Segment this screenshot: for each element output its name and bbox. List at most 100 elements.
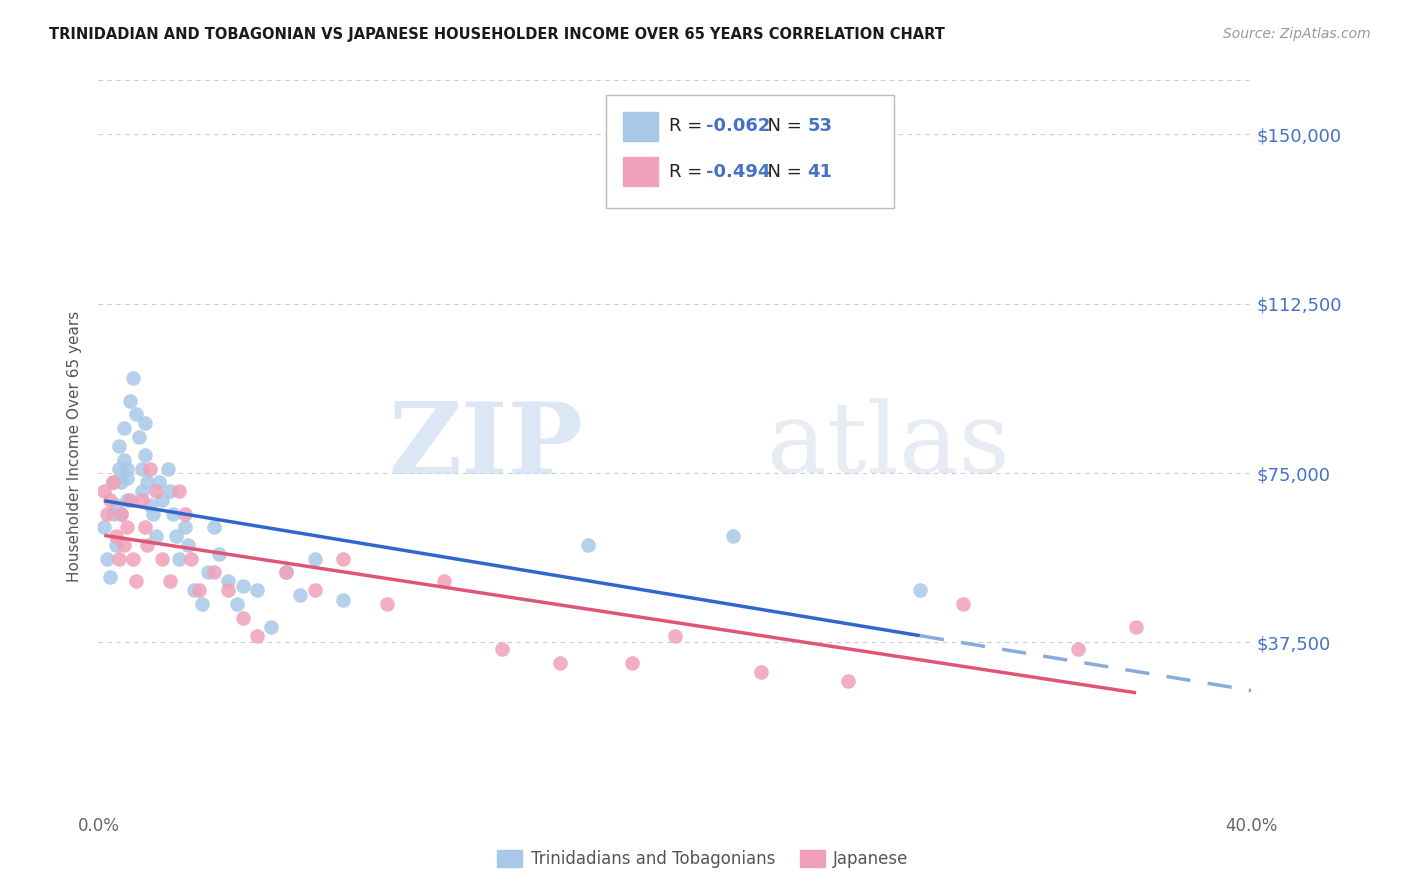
Point xyxy=(433,574,456,589)
Point xyxy=(125,408,148,422)
Point xyxy=(93,484,115,499)
Point xyxy=(112,421,135,435)
Text: -0.062: -0.062 xyxy=(706,118,770,136)
Point xyxy=(180,552,202,566)
Point xyxy=(101,475,124,489)
Point xyxy=(120,393,142,408)
Point xyxy=(375,597,398,611)
Point xyxy=(1125,619,1147,633)
Point xyxy=(117,470,139,484)
Bar xyxy=(623,112,658,141)
Bar xyxy=(623,157,658,186)
Point xyxy=(131,493,153,508)
Point xyxy=(332,592,354,607)
Point xyxy=(197,566,219,580)
Point xyxy=(128,430,150,444)
Point xyxy=(274,566,297,580)
Point xyxy=(139,461,162,475)
Point xyxy=(112,538,135,552)
Point xyxy=(107,439,129,453)
Point xyxy=(136,475,159,489)
Point xyxy=(125,574,148,589)
FancyBboxPatch shape xyxy=(606,95,894,209)
Point xyxy=(131,484,153,499)
Point xyxy=(131,461,153,475)
Point xyxy=(93,520,115,534)
Point xyxy=(117,461,139,475)
Point xyxy=(122,552,145,566)
Point xyxy=(148,475,170,489)
Text: atlas: atlas xyxy=(768,398,1010,494)
Text: 41: 41 xyxy=(807,162,832,181)
Point xyxy=(721,529,744,543)
Point xyxy=(145,484,167,499)
Point xyxy=(104,529,127,543)
Point xyxy=(274,566,297,580)
Point xyxy=(139,498,162,512)
Text: N =: N = xyxy=(755,162,807,181)
Point xyxy=(1067,642,1090,657)
Point xyxy=(156,461,179,475)
Point xyxy=(578,538,600,552)
Point xyxy=(174,520,197,534)
Text: 53: 53 xyxy=(807,118,832,136)
Point xyxy=(150,552,173,566)
Text: TRINIDADIAN AND TOBAGONIAN VS JAPANESE HOUSEHOLDER INCOME OVER 65 YEARS CORRELAT: TRINIDADIAN AND TOBAGONIAN VS JAPANESE H… xyxy=(49,27,945,42)
Point xyxy=(162,507,184,521)
Point xyxy=(110,475,132,489)
Point xyxy=(548,656,571,670)
Point xyxy=(98,570,121,584)
Text: ZIP: ZIP xyxy=(388,398,582,494)
Point xyxy=(167,484,190,499)
Point xyxy=(290,588,312,602)
Point xyxy=(332,552,354,566)
Point xyxy=(304,583,326,598)
Point xyxy=(136,538,159,552)
Point xyxy=(908,583,931,598)
Point xyxy=(191,597,214,611)
Point xyxy=(183,583,205,598)
Point xyxy=(107,461,129,475)
Point xyxy=(96,552,118,566)
Point xyxy=(110,507,132,521)
Text: -0.494: -0.494 xyxy=(706,162,770,181)
Text: R =: R = xyxy=(669,162,709,181)
Point xyxy=(96,507,118,521)
Point xyxy=(167,552,190,566)
Point xyxy=(217,574,239,589)
Point xyxy=(260,619,283,633)
Point xyxy=(620,656,643,670)
Point xyxy=(104,538,127,552)
Point xyxy=(177,538,200,552)
Point xyxy=(107,552,129,566)
Point xyxy=(837,673,859,688)
Point xyxy=(165,529,187,543)
Text: N =: N = xyxy=(755,118,807,136)
Point xyxy=(150,493,173,508)
Point xyxy=(664,629,686,643)
Point xyxy=(134,417,156,431)
Point xyxy=(134,448,156,462)
Text: Source: ZipAtlas.com: Source: ZipAtlas.com xyxy=(1223,27,1371,41)
Point xyxy=(117,493,139,508)
Point xyxy=(122,371,145,385)
Point xyxy=(952,597,974,611)
Point xyxy=(145,529,167,543)
Legend: Trinidadians and Tobagonians, Japanese: Trinidadians and Tobagonians, Japanese xyxy=(491,843,915,875)
Point xyxy=(134,520,156,534)
Point xyxy=(159,484,181,499)
Point xyxy=(231,579,254,593)
Point xyxy=(112,452,135,467)
Point xyxy=(231,610,254,624)
Point xyxy=(208,547,231,561)
Point xyxy=(120,493,142,508)
Point xyxy=(202,566,225,580)
Point xyxy=(117,520,139,534)
Point xyxy=(751,665,773,679)
Point xyxy=(491,642,513,657)
Point xyxy=(225,597,247,611)
Y-axis label: Householder Income Over 65 years: Householder Income Over 65 years xyxy=(67,310,83,582)
Point xyxy=(202,520,225,534)
Point xyxy=(101,507,124,521)
Text: R =: R = xyxy=(669,118,709,136)
